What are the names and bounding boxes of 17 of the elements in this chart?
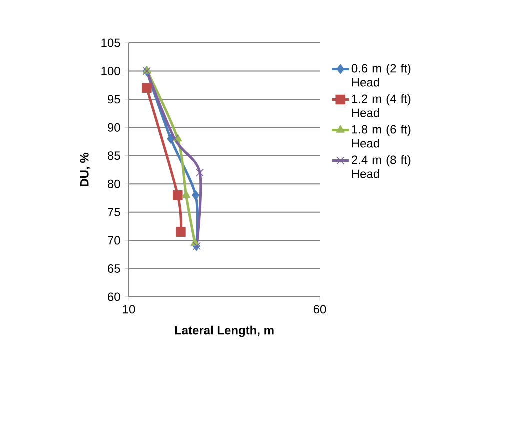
- legend-label: 1.2 m (4 ft) Head: [352, 94, 411, 118]
- x-tick-label: 10: [123, 305, 136, 314]
- y-tick-label: 100: [102, 66, 120, 76]
- y-tick-label: 95: [108, 95, 120, 104]
- legend-label: 2.4 m (8 ft) Head: [352, 155, 411, 178]
- y-tick-label: 80: [108, 180, 120, 188]
- y-tick-label: 85: [108, 152, 120, 160]
- y-axis-title: DU, %: [80, 152, 91, 187]
- y-tick-label: 65: [108, 264, 120, 274]
- y-tick-label: 105: [102, 38, 120, 48]
- y-tick-label: 75: [108, 208, 120, 217]
- legend-label: 0.6 m (2 ft) Head: [352, 64, 411, 87]
- y-tick-label: 70: [108, 236, 120, 245]
- x-axis-title: Lateral Length, m: [175, 326, 274, 338]
- y-tick-label: 60: [108, 292, 120, 302]
- legend-label: 1.8 m (6 ft) Head: [352, 124, 411, 148]
- y-tick-label: 90: [108, 123, 120, 132]
